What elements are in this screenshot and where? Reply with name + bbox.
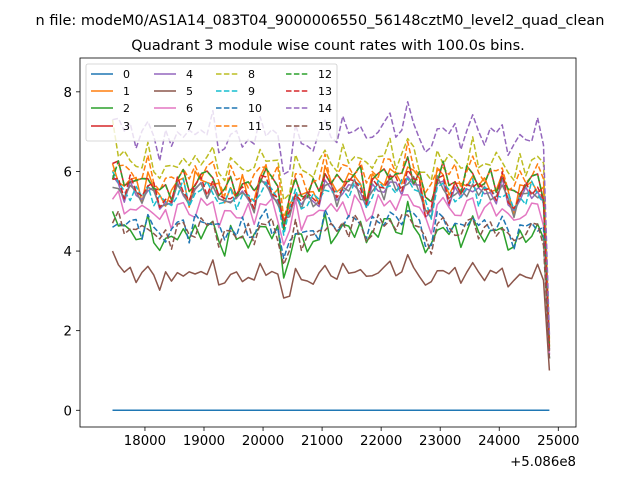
legend-label-7: 7 — [186, 120, 193, 133]
x-axis: 18000 19000 20000 21000 22000 23000 24000 25000 — [124, 427, 579, 449]
x-tick-label: 25000 — [537, 434, 579, 449]
legend-label-15: 15 — [318, 120, 332, 133]
series-line-9 — [111, 171, 551, 351]
y-tick-label: 8 — [64, 86, 72, 101]
legend-label-2: 2 — [123, 102, 130, 115]
x-tick-label: 21000 — [301, 434, 343, 449]
series-line-6 — [111, 190, 551, 355]
legend-label-12: 12 — [318, 68, 332, 81]
series-line-15 — [111, 210, 551, 359]
legend-label-0: 0 — [123, 68, 130, 81]
series-line-13 — [112, 169, 551, 351]
series-line-8 — [111, 119, 551, 339]
x-tick-label: 20000 — [242, 434, 284, 449]
x-tick-label: 18000 — [124, 434, 166, 449]
legend-label-14: 14 — [318, 102, 332, 115]
series-line-5 — [111, 250, 551, 371]
series-group — [111, 101, 551, 412]
legend-label-4: 4 — [186, 68, 193, 81]
legend-label-9: 9 — [248, 85, 255, 98]
legend-label-3: 3 — [123, 120, 130, 133]
x-tick-label: 19000 — [183, 434, 225, 449]
legend-label-5: 5 — [186, 85, 193, 98]
y-tick-label: 0 — [64, 404, 72, 419]
series-line-2 — [111, 200, 551, 359]
y-tick-label: 4 — [64, 245, 72, 260]
legend-label-6: 6 — [186, 102, 193, 115]
x-tick-label: 23000 — [419, 434, 461, 449]
chart-suptitle: n file: modeM0/AS1A14_083T04_9000006550_… — [36, 13, 605, 29]
legend-label-1: 1 — [123, 85, 130, 98]
y-axis: 0 2 4 6 8 — [64, 86, 80, 419]
x-offset-label: +5.086e8 — [510, 455, 576, 470]
legend-label-10: 10 — [248, 102, 262, 115]
x-tick-label: 24000 — [478, 434, 520, 449]
legend-label-8: 8 — [248, 68, 255, 81]
legend-label-11: 11 — [248, 120, 262, 133]
legend-label-13: 13 — [318, 85, 332, 98]
legend-frame — [85, 63, 338, 142]
chart-title: Quadrant 3 module wise count rates with … — [131, 38, 525, 54]
plot-frame — [79, 57, 577, 428]
y-tick-label: 2 — [64, 325, 72, 340]
x-tick-label: 22000 — [360, 434, 402, 449]
series-line-10 — [112, 208, 551, 359]
y-tick-label: 6 — [64, 165, 72, 180]
